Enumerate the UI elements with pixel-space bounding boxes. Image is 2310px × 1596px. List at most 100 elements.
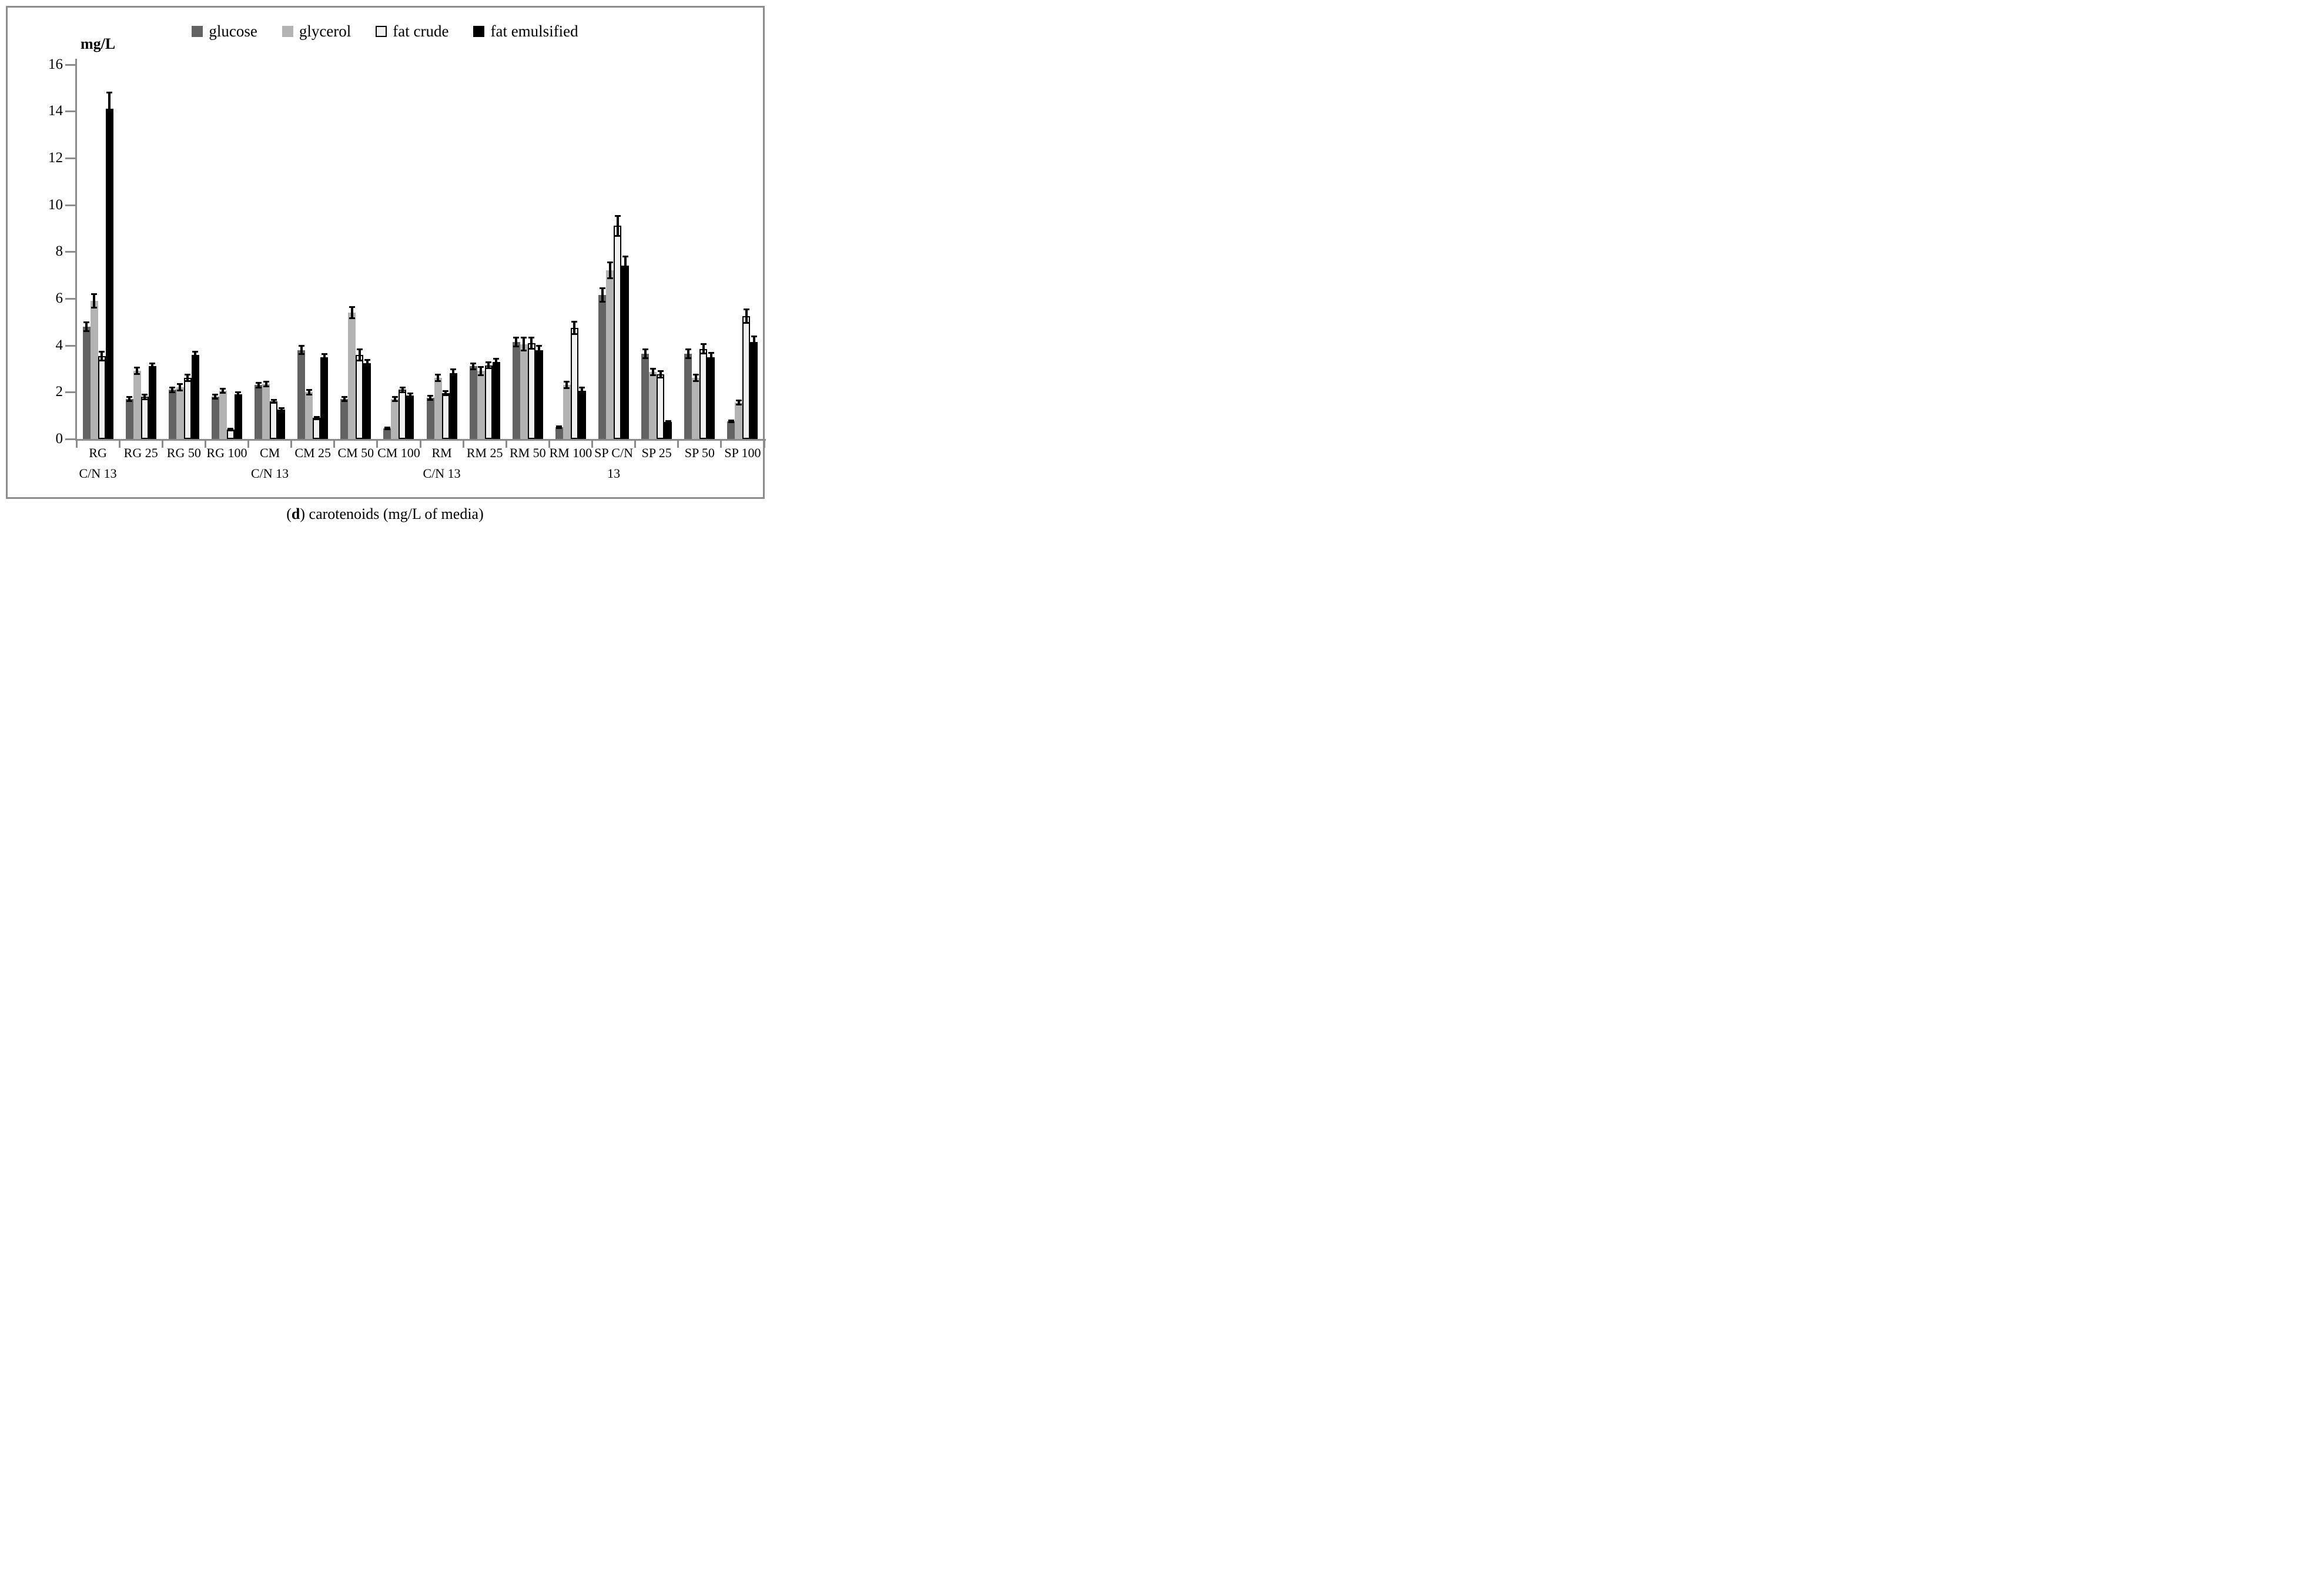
error-bar-line [601,288,604,302]
y-tick-mark [65,204,76,206]
y-tick-label: 14 [48,103,63,119]
bar-fat-emulsified-CM-50 [363,363,371,439]
error-bar-line [93,293,96,308]
error-bar-cap-bottom [579,393,585,395]
error-bar-line [737,400,740,405]
error-bar-line [480,367,483,375]
error-bar-cap-top [106,92,113,94]
error-bar-line [709,352,712,362]
error-bar-cap-bottom [743,321,749,324]
error-bar-cap-top [650,368,656,370]
legend-marker-icon [473,26,485,37]
legend-marker-icon [192,26,203,37]
error-bar-line [452,369,455,378]
error-bar-line [687,348,689,358]
error-bar-cap-top [83,321,90,323]
bar-fat-emulsified-CM [277,410,286,439]
y-tick-mark [65,63,76,66]
error-bar-cap-top [443,390,449,393]
y-tick-mark [65,297,76,300]
x-tick-mark [591,441,593,448]
error-bar-cap-top [599,287,605,290]
error-bar-cap-bottom [486,367,492,370]
error-bar-cap-top [735,400,742,402]
error-bar-line [581,387,584,395]
x-tick-mark [462,441,464,448]
x-tick-mark [763,441,765,448]
error-bar-cap-top [728,420,734,422]
bar-fat-crude-SP-C/N [614,226,622,439]
legend-item-fat-emulsified: fat emulsified [473,22,578,41]
bar-glucose-SP-25 [641,353,650,439]
bar-glycerol-CM-25 [305,392,313,439]
error-bar-line [565,381,568,389]
error-bar-line [429,395,432,401]
error-bar-cap-top [126,396,133,398]
error-bar-cap-top [642,348,648,350]
x-category-label: CM 100 [377,445,420,460]
error-bar-cap-bottom [106,124,113,126]
error-bar-cap-bottom [313,418,320,420]
error-bar-line [495,358,498,366]
error-bar-cap-bottom [177,390,183,392]
error-bar-cap-top [306,388,312,391]
error-bar-cap-bottom [427,399,434,401]
bar-glycerol-RM-25 [477,371,485,439]
y-tick-label: 16 [48,56,63,72]
error-bar-cap-top [192,350,199,353]
error-bar-cap-top [270,399,277,401]
error-bar-cap-bottom [536,353,543,356]
error-bar-cap-bottom [685,357,691,359]
legend-item-glycerol: glycerol [282,22,351,41]
error-bar-cap-bottom [212,398,219,400]
error-bar-cap-bottom [735,404,742,406]
y-axis-title: mg/L [81,35,116,52]
error-bar-cap-top [521,337,527,339]
error-bar-line [608,262,611,279]
error-bar-cap-bottom [650,374,656,377]
error-bar-line [300,346,303,354]
legend-item-fat-crude: fat crude [376,22,448,41]
error-bar-cap-top [427,395,434,397]
x-tick-mark [333,441,336,448]
x-category-label: SP 25 [641,445,672,460]
error-bar-line [538,345,541,355]
error-bar-cap-top [169,386,176,388]
error-bar-line [128,397,131,402]
y-tick-mark [65,344,76,347]
y-tick-label: 8 [55,243,63,260]
error-bar-cap-bottom [513,345,520,347]
error-bar-cap-top [751,335,757,337]
error-bar-cap-bottom [435,380,441,383]
bar-fat-crude-RM-25 [484,365,493,439]
error-bar-cap-bottom [91,306,98,309]
x-category-label: CM 25 [294,445,332,460]
x-tick-mark [720,441,722,448]
legend-item-glucose: glucose [192,22,257,41]
error-bar-cap-bottom [443,394,449,397]
error-bar-cap-top [435,374,441,376]
error-bar-cap-bottom [692,380,699,383]
bar-glucose-CM-100 [383,428,391,439]
error-bar-cap-bottom [298,353,304,355]
bar-glycerol-CM [262,384,270,439]
error-bar-cap-top [356,348,363,350]
y-tick-label: 4 [55,337,63,353]
x-category-sublabel: C/N 13 [423,466,461,481]
error-bar-cap-top [407,393,413,395]
error-bar-cap-bottom [521,349,527,351]
error-bar-cap-bottom [470,368,477,371]
y-tick-label: 12 [48,149,63,166]
x-axis-line [75,439,766,441]
error-bar-line [307,389,310,395]
bar-fat-emulsified-RM-100 [578,391,586,439]
error-bar-cap-top [622,256,628,258]
error-bar-line [323,353,326,361]
error-bar-cap-bottom [571,333,578,335]
error-bar-cap-top [134,367,140,369]
y-tick-mark [65,157,76,159]
y-tick-label: 6 [55,290,63,306]
error-bar-cap-bottom [255,387,262,389]
error-bar-line [179,384,182,391]
bar-glucose-CM-25 [297,350,306,439]
